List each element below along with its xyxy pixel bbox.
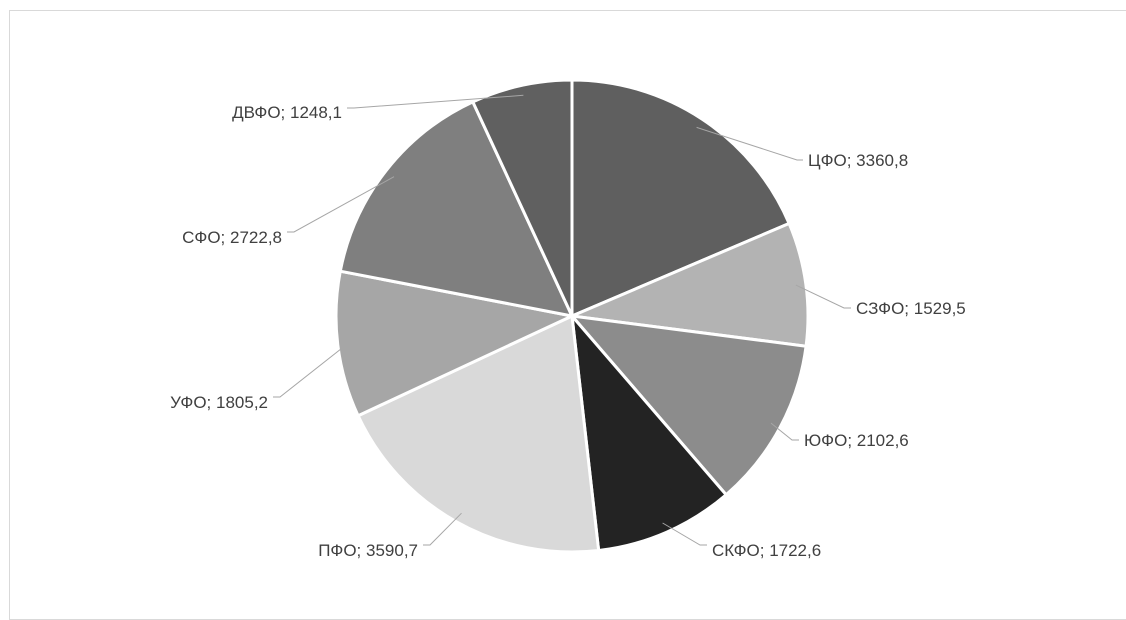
leader-line-СЗФО xyxy=(795,284,851,309)
pie-slice-ЮФО xyxy=(568,314,808,497)
leader-line-ДВФО xyxy=(347,94,524,109)
pie-slice-УФО xyxy=(334,269,577,418)
pie-slice-ЦФО xyxy=(570,78,792,319)
data-label-СКФО: СКФО; 1722,6 xyxy=(712,541,821,560)
data-label-СФО: СФО; 2722,8 xyxy=(182,228,282,247)
data-label-ЮФО: ЮФО; 2102,6 xyxy=(804,431,909,450)
leader-line-ЦФО xyxy=(696,126,803,161)
pie-slice-СКФО xyxy=(569,311,729,553)
leader-line-СФО xyxy=(287,176,395,233)
data-label-СЗФО: СЗФО; 1529,5 xyxy=(856,299,966,318)
pie-slices xyxy=(334,78,810,554)
leader-line-ПФО xyxy=(423,512,462,546)
data-label-ДВФО: ДВФО; 1248,1 xyxy=(232,103,342,122)
leader-line-ЮФО xyxy=(770,422,799,441)
data-label-УФО: УФО; 1805,2 xyxy=(170,393,268,412)
leader-lines xyxy=(273,94,851,546)
pie-slice-ДВФО xyxy=(470,78,574,317)
pie-slice-ПФО xyxy=(356,313,601,554)
data-label-ПФО: ПФО; 3590,7 xyxy=(318,541,418,560)
pie-slice-СЗФО xyxy=(566,221,810,348)
leader-line-СКФО xyxy=(662,522,707,546)
data-labels: ЦФО; 3360,8 СЗФО; 1529,5 ЮФО; 2102,6 СКФО; … xyxy=(170,103,966,560)
pie-slice-СФО xyxy=(338,99,575,319)
leader-line-УФО xyxy=(273,343,349,398)
data-label-ЦФО: ЦФО; 3360,8 xyxy=(808,151,908,170)
